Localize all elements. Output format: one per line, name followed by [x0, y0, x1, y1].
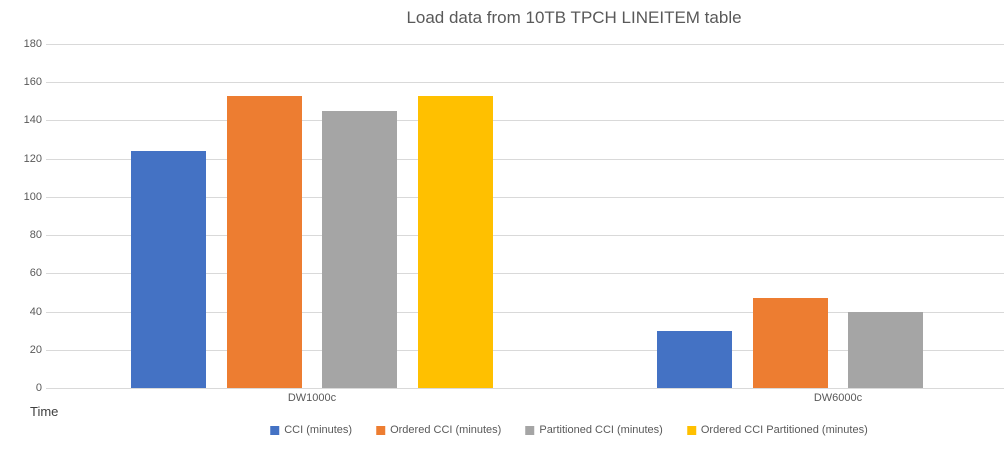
gridline	[46, 349, 1004, 351]
bar-cci-minutes-dw1000c	[131, 151, 207, 388]
gridline	[46, 44, 1004, 45]
y-tick-label: 0	[35, 382, 42, 394]
legend-item: Ordered CCI (minutes)	[376, 424, 501, 436]
y-tick-label: 80	[29, 229, 42, 242]
bar-ordered-cci-minutes-dw6000c	[752, 298, 828, 388]
legend-item: CCI (minutes)	[270, 424, 352, 436]
gridline	[46, 120, 1004, 122]
legend-label: CCI (minutes)	[284, 424, 353, 436]
gridline	[46, 158, 1004, 160]
legend-label: Ordered CCI (minutes)	[390, 424, 502, 436]
bar-cci-minutes-dw6000c	[657, 330, 733, 388]
bar-ordered-cci-partitioned-minutes-dw1000c	[417, 95, 493, 388]
legend-label: Partitioned CCI (minutes)	[539, 424, 663, 436]
y-tick-label: 100	[23, 190, 42, 203]
bar-partitioned-cci-minutes-dw6000c	[848, 311, 924, 388]
legend-swatch-icon	[525, 425, 535, 435]
gridline	[46, 235, 1004, 237]
legend: CCI (minutes) Ordered CCI (minutes) Partit…	[270, 424, 868, 436]
gridline	[46, 196, 1004, 198]
bar-partitioned-cci-minutes-dw1000c	[322, 110, 398, 388]
y-tick-label: 140	[23, 114, 42, 127]
y-axis-title: Time	[30, 404, 59, 419]
legend-item: Partitioned CCI (minutes)	[525, 424, 663, 436]
bar-ordered-cci-minutes-dw1000c	[226, 95, 302, 388]
legend-label: Ordered CCI Partitioned (minutes)	[700, 424, 868, 436]
y-tick-label: 40	[29, 305, 42, 318]
legend-swatch-icon	[270, 425, 280, 435]
gridline	[46, 311, 1004, 313]
legend-swatch-icon	[376, 425, 386, 435]
x-axis-line	[46, 388, 1004, 389]
x-category-label-dw1000c: DW1000c	[287, 392, 337, 404]
legend-item: Ordered CCI Partitioned (minutes)	[686, 424, 868, 436]
y-tick-label: 160	[23, 76, 42, 89]
x-category-label-dw6000c: DW6000c	[813, 392, 863, 404]
chart-title: Load data from 10TB TPCH LINEITEM table	[406, 8, 742, 27]
y-tick-label: 60	[29, 267, 42, 280]
gridline	[46, 273, 1004, 275]
y-tick-label: 120	[23, 152, 42, 165]
gridline	[46, 82, 1004, 84]
legend-swatch-icon	[686, 425, 696, 435]
y-tick-label: 20	[29, 343, 42, 356]
y-tick-label: 180	[23, 38, 42, 50]
